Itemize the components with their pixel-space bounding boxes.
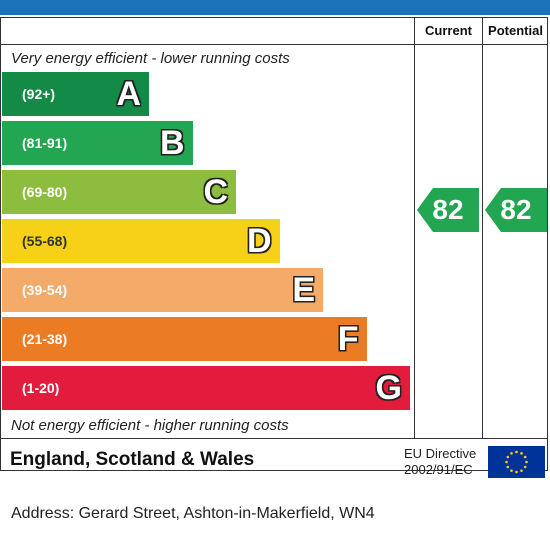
current-rating-value: 82 [432, 194, 464, 225]
band-range-label: (92+) [22, 86, 56, 102]
band-range-label: (1-20) [22, 380, 60, 396]
band-range-label: (21-38) [22, 331, 68, 347]
efficient-note: Very energy efficient - lower running co… [11, 50, 290, 67]
eu-directive-label: EU Directive 2002/91/EC [404, 446, 476, 478]
eu-star-icon [506, 465, 510, 469]
property-address: Address: Gerard Street, Ashton-in-Makerf… [11, 505, 375, 522]
header-divider [0, 44, 548, 45]
current-column-header: Current [425, 23, 472, 38]
eu-star-icon [523, 465, 527, 469]
band-a: (92+) A [2, 72, 149, 116]
potential-column-divider [482, 17, 483, 438]
eu-star-icon [520, 452, 523, 455]
eu-star-icon [515, 470, 518, 474]
eu-star-icon [525, 460, 528, 464]
potential-rating-value: 82 [500, 194, 532, 225]
eu-star-icon [505, 460, 508, 464]
band-range-label: (55-68) [22, 233, 68, 249]
region-label: England, Scotland & Wales [10, 449, 255, 470]
eu-directive-line2: 2002/91/EC [404, 462, 473, 477]
inefficient-note: Not energy efficient - higher running co… [11, 417, 289, 434]
potential-column-header: Potential [488, 23, 543, 38]
eu-star-icon [520, 469, 523, 472]
band-range-label: (39-54) [22, 282, 68, 298]
band-letter: A [116, 75, 141, 113]
header-bar [0, 0, 550, 15]
band-c: (69-80) C [2, 170, 236, 214]
band-d: (55-68) D [2, 219, 280, 263]
band-f: (21-38) F [2, 317, 367, 361]
epc-chart-frame [0, 17, 548, 471]
band-b: (81-91) B [2, 121, 193, 165]
eu-flag-icon [488, 446, 545, 478]
eu-star-icon [510, 469, 513, 472]
eu-star-icon [510, 452, 513, 455]
current-column-divider [414, 17, 415, 438]
band-g: (1-20) G [2, 366, 410, 410]
band-range-label: (69-80) [22, 184, 68, 200]
eu-directive-line1: EU Directive [404, 446, 477, 461]
band-range-label: (81-91) [22, 135, 68, 151]
eu-star-icon [515, 450, 518, 454]
eu-star-icon [506, 455, 510, 459]
band-letter: F [337, 320, 359, 358]
footer-divider [0, 438, 548, 439]
band-letter: B [159, 124, 185, 162]
eu-star-icon [523, 455, 527, 459]
band-letter: D [246, 222, 272, 260]
band-e: (39-54) E [2, 268, 323, 312]
band-letter: C [203, 173, 228, 211]
band-letter: E [292, 271, 315, 309]
band-letter: G [375, 369, 402, 407]
